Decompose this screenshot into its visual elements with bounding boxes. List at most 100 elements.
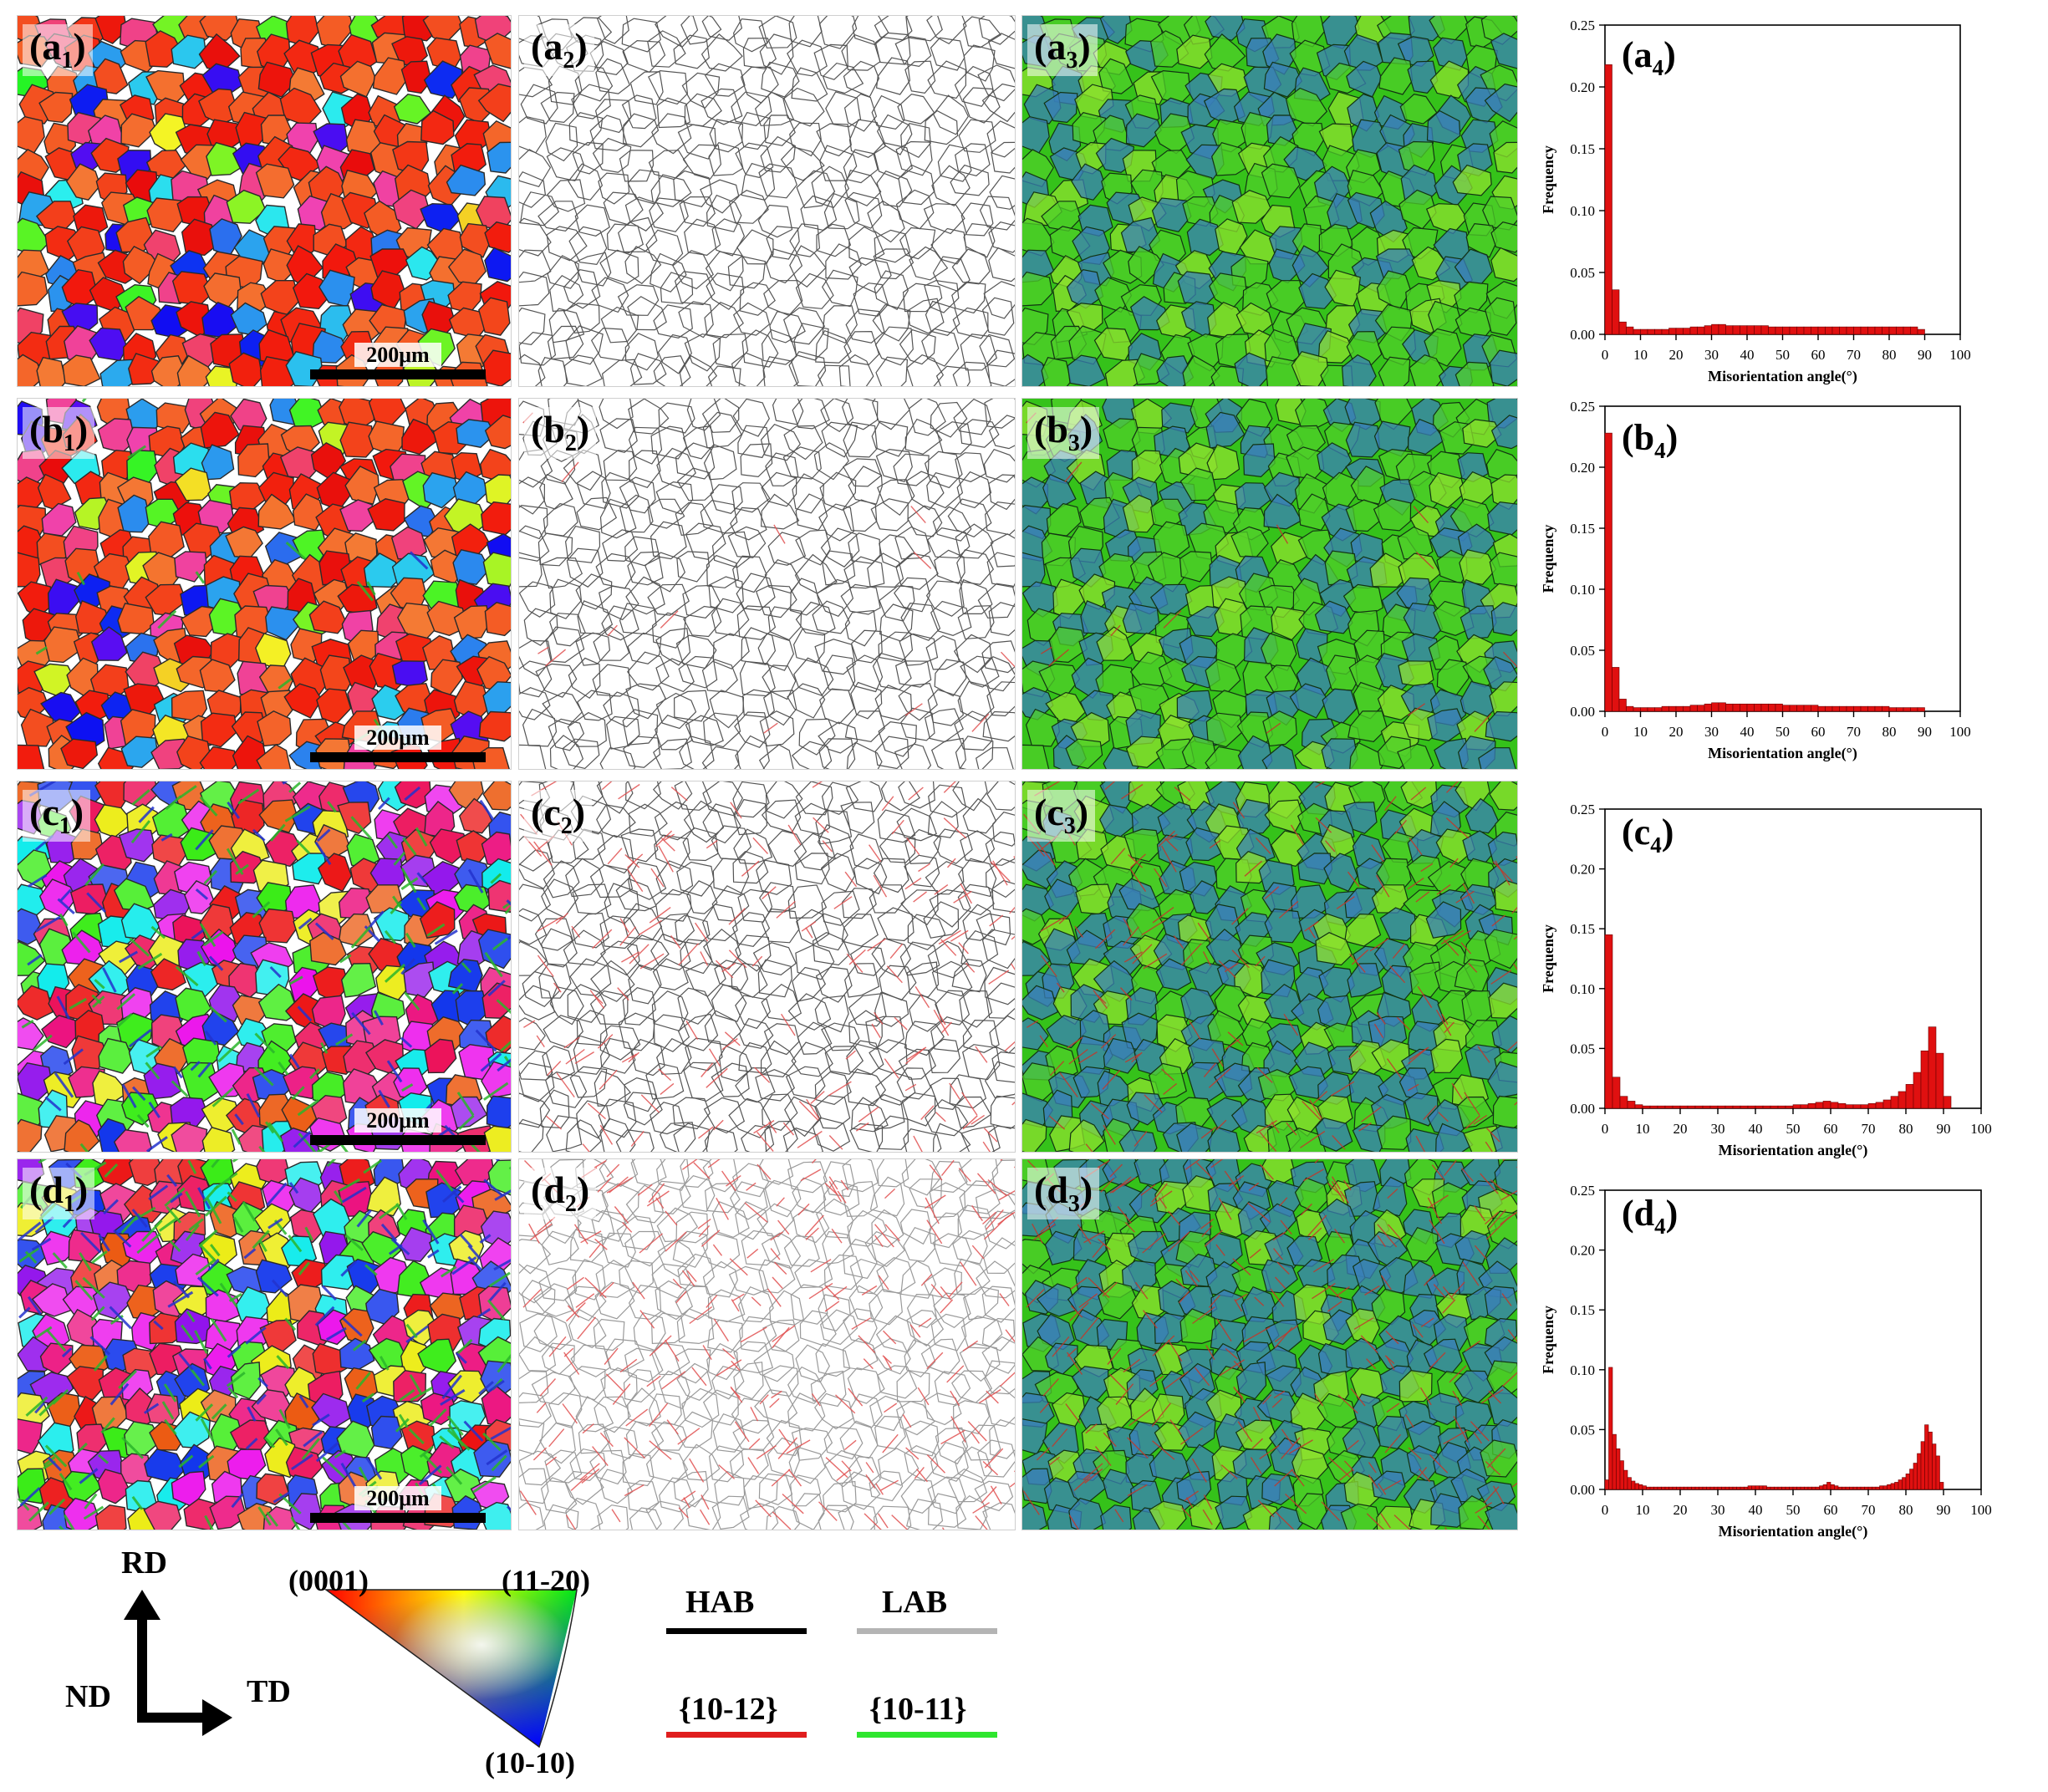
- histogram-bar: [1903, 707, 1911, 712]
- histogram-bar: [1623, 1469, 1628, 1490]
- histogram-bar: [1718, 702, 1726, 712]
- panel-label-a3: (a3): [1027, 24, 1098, 76]
- histogram-bar: [1888, 707, 1897, 712]
- panel-label-b1: (b1): [23, 407, 95, 459]
- histogram-bar: [1759, 1485, 1764, 1490]
- panel-label-b4: (b4): [1622, 417, 1679, 463]
- histogram-bar: [1612, 667, 1620, 712]
- histogram-bar: [1732, 1105, 1741, 1109]
- panel-label-a4: (a4): [1622, 34, 1676, 80]
- x-tick-label: 0: [1602, 347, 1609, 363]
- histogram-bar: [1909, 1469, 1914, 1490]
- histogram-c-svg: 0 10 20 30 40 50 60 70 80 90 100 0.00 0.05 0.10 0.15 0.…: [1540, 802, 1992, 1159]
- histogram-bar: [1654, 328, 1663, 335]
- x-tick-label: 0: [1602, 1121, 1609, 1137]
- histogram-bar: [1746, 703, 1755, 712]
- scale-bar-c: 200μm: [310, 1108, 486, 1145]
- ipf-map-b-canvas: [18, 399, 511, 769]
- histogram-bar: [1815, 1486, 1820, 1490]
- histogram-bar: [1831, 705, 1840, 712]
- x-tick-label: 80: [1882, 724, 1897, 740]
- gb-map-c: (c2): [518, 781, 1016, 1153]
- x-tick-label: 40: [1749, 1121, 1763, 1137]
- y-tick-label: 0.00: [1570, 1482, 1595, 1498]
- histogram-bar: [1852, 1486, 1857, 1490]
- histogram-bar: [1704, 703, 1712, 712]
- histogram-bar: [1811, 1486, 1816, 1490]
- histogram-bar: [1872, 1486, 1877, 1490]
- histogram-bar: [1902, 1477, 1907, 1490]
- histogram-bar: [1867, 1486, 1872, 1490]
- ipf-map-d-canvas: [18, 1159, 511, 1530]
- panel-label-b3: (b3): [1027, 407, 1100, 459]
- histogram-bar: [1751, 1485, 1756, 1490]
- x-tick-label: 30: [1711, 1121, 1725, 1137]
- histogram-bar: [1846, 326, 1854, 335]
- histogram-bar: [1672, 1105, 1681, 1109]
- histogram-bar: [1746, 325, 1755, 335]
- histogram-bar: [1815, 1102, 1824, 1109]
- histogram-bar: [1760, 325, 1769, 335]
- x-tick-label: 50: [1786, 1502, 1801, 1518]
- histogram-bar: [1905, 1084, 1914, 1109]
- histogram-bar: [1633, 707, 1641, 712]
- histogram-bar: [1890, 1483, 1895, 1490]
- histogram-bar: [1687, 1486, 1692, 1490]
- histogram-bar: [1683, 328, 1691, 335]
- histogram-bar: [1676, 1486, 1681, 1490]
- panel-label-b2: (b2): [524, 407, 597, 459]
- kam-map-d-canvas: [1022, 1159, 1517, 1530]
- histogram-bar: [1845, 1104, 1854, 1109]
- histogram-bar: [1839, 326, 1847, 335]
- histogram-bar: [1917, 1453, 1922, 1490]
- histogram-bar: [1782, 705, 1791, 712]
- histogram-bar: [1917, 328, 1925, 335]
- histogram-bar: [1924, 1424, 1929, 1490]
- twin-1012-line: [666, 1732, 807, 1738]
- histogram-bar: [1837, 1486, 1842, 1490]
- histogram-bar: [1830, 1102, 1839, 1109]
- histogram-bar: [1619, 1096, 1628, 1109]
- histogram-bar: [1679, 1486, 1684, 1490]
- kam-map-a: (a3): [1021, 15, 1518, 387]
- histogram-bar: [1732, 1486, 1737, 1490]
- histogram-bar: [1860, 326, 1868, 335]
- x-tick-label: 60: [1824, 1121, 1838, 1137]
- histogram-bar: [1740, 1105, 1749, 1109]
- y-tick-label: 0.10: [1570, 1362, 1595, 1378]
- histogram-bar: [1920, 1441, 1925, 1490]
- histogram-bar: [1803, 326, 1811, 335]
- histogram-bar: [1661, 705, 1669, 712]
- histogram-bar: [1864, 1486, 1869, 1490]
- x-tick-label: 20: [1669, 347, 1684, 363]
- ipf-map-b: (b1) 200μm: [17, 398, 512, 770]
- y-tick-label: 0.25: [1570, 399, 1595, 415]
- x-tick-label: 10: [1636, 1502, 1650, 1518]
- histogram-bar: [1842, 1486, 1847, 1490]
- y-tick-label: 0.15: [1570, 141, 1595, 157]
- y-tick-label: 0.05: [1570, 643, 1595, 659]
- histogram-bar: [1697, 705, 1705, 712]
- histogram-bar: [1653, 1486, 1658, 1490]
- histogram-bar: [1618, 321, 1627, 335]
- histogram-bar: [1817, 705, 1826, 712]
- x-tick-label: 90: [1937, 1502, 1951, 1518]
- histogram-bar: [1822, 1484, 1827, 1490]
- histogram-bar: [1747, 1105, 1756, 1109]
- twin-1011-label: {10-11}: [869, 1692, 967, 1727]
- histogram-bar: [1724, 1486, 1730, 1490]
- rd-label: RD: [121, 1545, 167, 1581]
- x-tick-label: 70: [1847, 724, 1861, 740]
- histogram-bar: [1874, 705, 1882, 712]
- ipf-map-d: (d1) 200μm: [17, 1158, 512, 1530]
- histogram-bar: [1717, 1105, 1726, 1109]
- histogram-bar: [1800, 1104, 1809, 1109]
- panel-label-a1: (a1): [23, 24, 93, 76]
- histogram-bar: [1819, 1485, 1824, 1490]
- histogram-bar: [1826, 1482, 1831, 1490]
- y-tick-label: 0.10: [1570, 203, 1595, 219]
- y-tick-label: 0.00: [1570, 327, 1595, 343]
- kam-map-c-canvas: [1022, 781, 1517, 1152]
- histogram-bar: [1657, 1105, 1666, 1109]
- x-tick-label: 20: [1674, 1121, 1688, 1137]
